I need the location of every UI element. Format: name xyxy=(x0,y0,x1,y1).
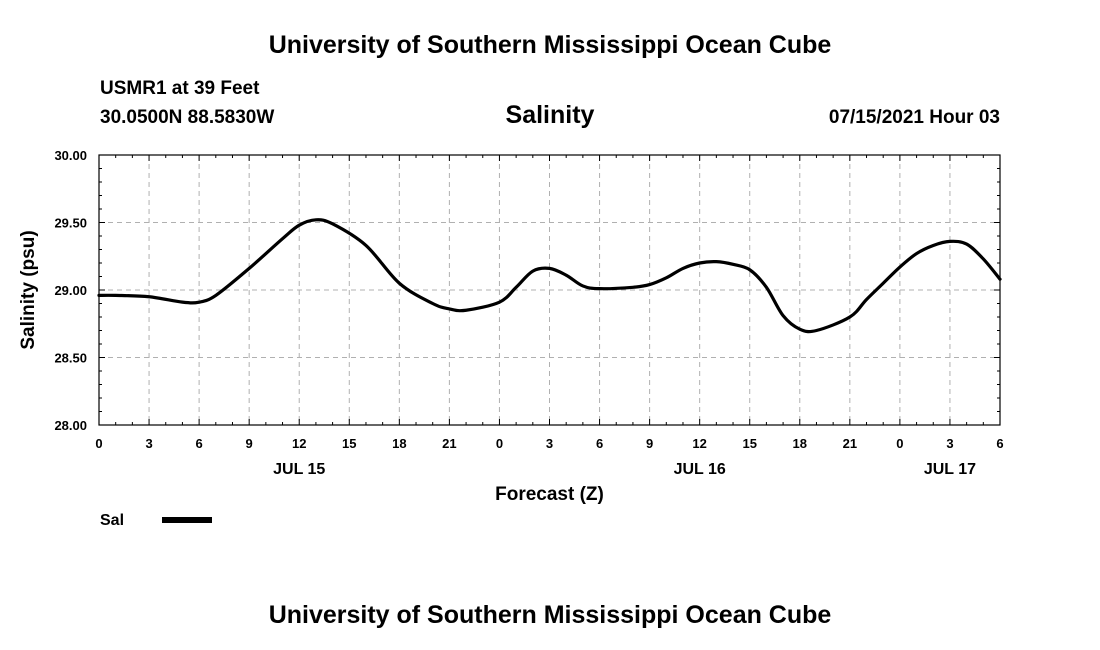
page-title-bottom: University of Southern Mississippi Ocean… xyxy=(268,601,832,629)
plot-frame xyxy=(98,154,1001,426)
page-title-top: University of Southern Mississippi Ocean… xyxy=(268,31,832,59)
station-coords: 30.0500N 88.5830W xyxy=(100,107,275,128)
x-date-label: JUL 17 xyxy=(924,461,976,478)
chart-title: Salinity xyxy=(505,101,595,129)
x-tick-label: 12 xyxy=(692,436,706,451)
x-tick-label: 9 xyxy=(646,436,653,451)
x-tick-label: 6 xyxy=(996,436,1003,451)
x-tick-label: 3 xyxy=(946,436,953,451)
x-tick-label: 9 xyxy=(246,436,253,451)
x-tick-label: 15 xyxy=(742,436,756,451)
x-tick-label: 0 xyxy=(95,436,102,451)
x-tick-label: 6 xyxy=(596,436,603,451)
legend-label: Sal xyxy=(100,512,124,529)
y-tick-label: 28.00 xyxy=(54,418,87,433)
x-tick-label: 3 xyxy=(546,436,553,451)
x-date-label: JUL 16 xyxy=(674,461,726,478)
x-date-label: JUL 15 xyxy=(273,461,325,478)
x-tick-label: 12 xyxy=(292,436,306,451)
x-tick-label: 21 xyxy=(843,436,857,451)
x-tick-label: 18 xyxy=(392,436,406,451)
forecast-datetime: 07/15/2021 Hour 03 xyxy=(828,107,1000,128)
x-tick-label: 18 xyxy=(793,436,807,451)
x-tick-label: 21 xyxy=(442,436,456,451)
y-tick-label: 28.50 xyxy=(54,351,87,366)
x-tick-label: 0 xyxy=(496,436,503,451)
chart-series xyxy=(97,218,1002,334)
station-label: USMR1 at 39 Feet xyxy=(100,78,260,99)
y-axis-title: Salinity (psu) xyxy=(18,230,39,349)
x-axis-title: Forecast (Z) xyxy=(495,484,604,505)
x-tick-label: 6 xyxy=(195,436,202,451)
y-tick-label: 29.50 xyxy=(54,216,87,231)
chart-legend: Sal xyxy=(100,512,212,529)
series-line-sal xyxy=(97,218,1002,334)
chart-labels: 0 3 6 9 12 15 18 21 0 3 6 9 12 15 18 21 0 3 6 28.00 28.50 29.… xyxy=(18,148,1004,505)
x-tick-label: 3 xyxy=(145,436,152,451)
y-tick-label: 30.00 xyxy=(54,148,87,163)
chart-grid xyxy=(99,155,1000,425)
x-tick-label: 0 xyxy=(896,436,903,451)
x-tick-label: 15 xyxy=(342,436,356,451)
y-tick-label: 29.00 xyxy=(54,283,87,298)
